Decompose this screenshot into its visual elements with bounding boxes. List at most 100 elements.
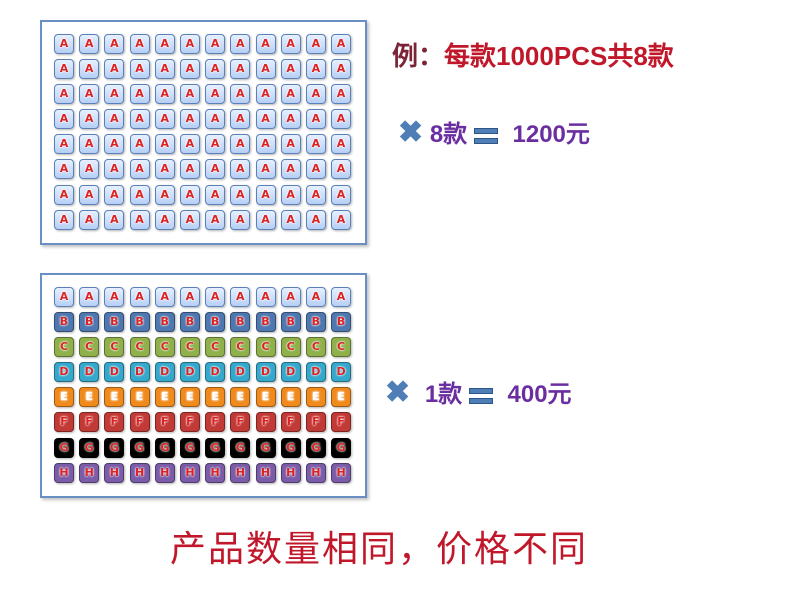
tile-a: A xyxy=(79,59,100,80)
tile-h: H xyxy=(104,462,125,483)
tile-a: A xyxy=(331,287,352,307)
tile-a: A xyxy=(179,159,200,180)
tile-c: C xyxy=(280,337,301,358)
tile-a: A xyxy=(280,84,301,105)
tile-a: A xyxy=(129,209,150,230)
example-body: 每款1000PCS共8款 xyxy=(444,41,674,71)
tile-a: A xyxy=(129,184,150,205)
tile-a: A xyxy=(230,59,251,80)
price: 400元 xyxy=(507,381,572,408)
tile-b: B xyxy=(154,312,175,333)
tile-f: F xyxy=(305,412,326,433)
tile-e: E xyxy=(205,387,226,408)
tile-f: F xyxy=(205,412,226,433)
tile-a: A xyxy=(179,184,200,205)
tile-a: A xyxy=(54,59,74,80)
tile-a: A xyxy=(154,109,175,130)
tile-a: A xyxy=(205,109,226,130)
tile-a: A xyxy=(129,84,150,105)
tile-a: A xyxy=(205,159,226,180)
tile-e: E xyxy=(230,387,251,408)
tile-g: G xyxy=(205,437,226,458)
tile-b: B xyxy=(79,312,100,333)
tile-d: D xyxy=(54,362,74,383)
tile-a: A xyxy=(305,287,326,307)
tile-a: A xyxy=(154,209,175,230)
tile-a: A xyxy=(305,59,326,80)
tile-c: C xyxy=(179,337,200,358)
tile-f: F xyxy=(179,412,200,433)
tile-a: A xyxy=(154,84,175,105)
tile-a: A xyxy=(104,184,125,205)
tile-f: F xyxy=(255,412,276,433)
tile-a: A xyxy=(205,134,226,155)
tile-f: F xyxy=(331,412,352,433)
tile-a: A xyxy=(154,184,175,205)
tile-b: B xyxy=(280,312,301,333)
tile-a: A xyxy=(255,209,276,230)
tile-c: C xyxy=(79,337,100,358)
tile-g: G xyxy=(104,437,125,458)
tile-a: A xyxy=(179,34,200,54)
tile-a: A xyxy=(205,84,226,105)
tile-a: A xyxy=(280,287,301,307)
tile-a: A xyxy=(230,184,251,205)
tile-a: A xyxy=(230,287,251,307)
tile-a: A xyxy=(79,84,100,105)
tile-a: A xyxy=(331,184,352,205)
tile-a: A xyxy=(54,34,74,54)
tile-b: B xyxy=(129,312,150,333)
tile-a: A xyxy=(154,34,175,54)
tile-a: A xyxy=(104,84,125,105)
tile-e: E xyxy=(154,387,175,408)
tile-g: G xyxy=(255,437,276,458)
tile-a: A xyxy=(129,109,150,130)
tile-d: D xyxy=(280,362,301,383)
tile-a: A xyxy=(104,134,125,155)
tile-d: D xyxy=(129,362,150,383)
tile-a: A xyxy=(129,59,150,80)
tile-c: C xyxy=(230,337,251,358)
tile-a: A xyxy=(305,159,326,180)
tile-a: A xyxy=(54,159,74,180)
tile-a: A xyxy=(205,184,226,205)
tile-g: G xyxy=(79,437,100,458)
tile-g: G xyxy=(179,437,200,458)
tile-a: A xyxy=(230,34,251,54)
tile-e: E xyxy=(104,387,125,408)
tile-a: A xyxy=(280,59,301,80)
tile-a: A xyxy=(79,184,100,205)
tile-a: A xyxy=(255,184,276,205)
tile-a: A xyxy=(255,159,276,180)
tile-a: A xyxy=(179,134,200,155)
tile-h: H xyxy=(280,462,301,483)
tile-a: A xyxy=(230,134,251,155)
tile-f: F xyxy=(154,412,175,433)
tile-d: D xyxy=(305,362,326,383)
example-text: 例：每款1000PCS共8款 xyxy=(392,36,674,73)
quantity: 8款 xyxy=(429,121,468,148)
tile-a: A xyxy=(305,109,326,130)
tile-h: H xyxy=(230,462,251,483)
equals-icon xyxy=(468,387,493,404)
tile-a: A xyxy=(104,59,125,80)
tile-h: H xyxy=(54,462,74,483)
tile-h: H xyxy=(179,462,200,483)
tile-a: A xyxy=(205,34,226,54)
tile-h: H xyxy=(305,462,326,483)
tile-a: A xyxy=(331,84,352,105)
tile-f: F xyxy=(79,412,100,433)
tile-c: C xyxy=(54,337,74,358)
tile-e: E xyxy=(54,387,74,408)
tile-a: A xyxy=(230,209,251,230)
tile-h: H xyxy=(154,462,175,483)
quantity: 1款 xyxy=(424,381,463,408)
tile-a: A xyxy=(129,159,150,180)
tile-a: A xyxy=(79,34,100,54)
tile-h: H xyxy=(255,462,276,483)
tile-a: A xyxy=(331,34,352,54)
tile-a: A xyxy=(54,109,74,130)
tile-a: A xyxy=(154,159,175,180)
